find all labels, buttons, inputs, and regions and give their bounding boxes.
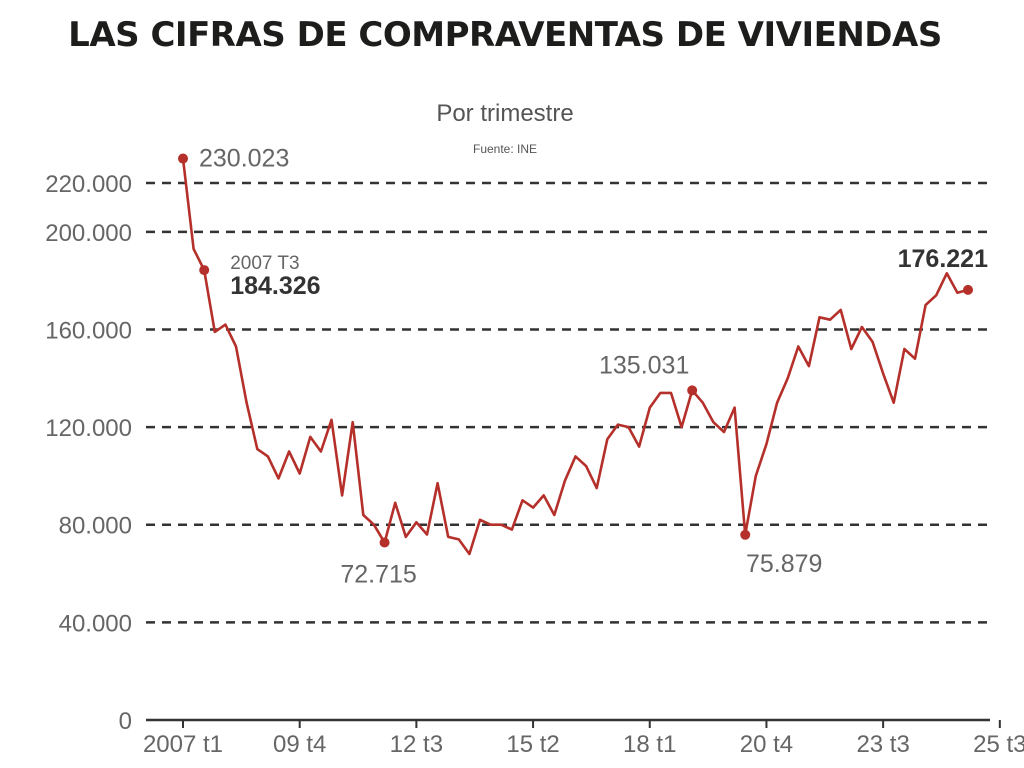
annotation-value-label: 135.031 bbox=[599, 351, 689, 379]
axes: 0 40.000 80.000 120.000 160.000 200.000 220.00… bbox=[45, 171, 1024, 758]
annotation-value-label: 75.879 bbox=[746, 550, 822, 578]
x-tick-label: 12 t3 bbox=[390, 731, 443, 758]
x-tick-label: 20 t4 bbox=[740, 731, 793, 758]
annotation-value-label: 72.715 bbox=[340, 561, 416, 589]
x-tick-label: 23 t3 bbox=[856, 731, 909, 758]
gridlines bbox=[146, 181, 990, 624]
x-tick-label: 18 t1 bbox=[623, 731, 676, 758]
annotated-point bbox=[740, 529, 751, 540]
annotation-value-label: 176.221 bbox=[898, 245, 988, 273]
chart-source: Fuente: INE bbox=[472, 142, 538, 156]
series-line bbox=[181, 158, 969, 556]
chart-subtitle: Por trimestre bbox=[436, 100, 574, 127]
y-tick-label: 80.000 bbox=[59, 513, 132, 540]
x-tick-label: 15 t2 bbox=[506, 731, 559, 758]
y-tick-label: 200.000 bbox=[45, 220, 132, 247]
annotation-value-label: 184.326 bbox=[230, 272, 320, 300]
annotation-period-label: 2007 T3 bbox=[230, 253, 299, 274]
annotated-point bbox=[379, 537, 390, 548]
x-tick-label: 09 t4 bbox=[273, 731, 326, 758]
y-tick-label: 160.000 bbox=[45, 317, 132, 344]
annotated-point bbox=[963, 284, 973, 295]
x-tick-label: 25 t3 bbox=[973, 731, 1024, 758]
y-tick-label: 40.000 bbox=[59, 610, 132, 637]
annotated-point bbox=[178, 153, 188, 164]
y-tick-label: 0 bbox=[119, 708, 132, 735]
annotated-point bbox=[687, 385, 698, 396]
y-tick-label: 220.000 bbox=[45, 171, 132, 198]
series bbox=[181, 158, 969, 556]
annotated-point bbox=[199, 265, 210, 276]
x-tick-label: 2007 t1 bbox=[143, 731, 223, 758]
y-tick-label: 120.000 bbox=[45, 415, 132, 442]
annotation-value-label: 230.023 bbox=[199, 145, 289, 173]
chart-title: LAS CIFRAS DE COMPRAVENTAS DE VIVIENDAS bbox=[68, 15, 942, 55]
